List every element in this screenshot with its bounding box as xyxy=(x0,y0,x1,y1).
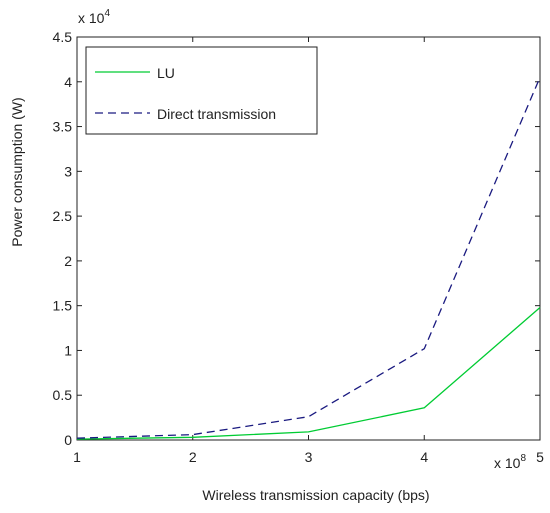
x-multiplier-base: x 10 xyxy=(494,455,521,471)
y-tick-label: 4 xyxy=(64,74,72,90)
x-exponent: 8 xyxy=(520,453,526,464)
y-tick-label: 0 xyxy=(64,432,72,448)
series-line-lu xyxy=(76,307,541,440)
y-multiplier: x 104 xyxy=(78,8,110,26)
y-tick-label: 2.5 xyxy=(53,208,73,224)
legend-label-direct: Direct transmission xyxy=(157,106,276,122)
y-axis-label: Power consumption (W) xyxy=(9,97,25,246)
y-exponent: 4 xyxy=(104,8,110,19)
ticks: 1 2 3 4 5 0 0.5 1 1.5 2 2.5 3 3.5 4 4.5 xyxy=(53,29,545,465)
x-tick-label: 3 xyxy=(305,449,313,465)
legend: LU Direct transmission xyxy=(85,46,318,135)
y-tick-label: 2 xyxy=(64,253,72,269)
y-tick-label: 1 xyxy=(64,342,72,358)
series-group xyxy=(76,77,541,440)
legend-label-lu: LU xyxy=(157,65,175,81)
y-tick-label: 4.5 xyxy=(53,29,73,45)
y-tick-label: 3 xyxy=(64,163,72,179)
x-axis-label: Wireless transmission capacity (bps) xyxy=(202,487,429,503)
x-tick-label: 4 xyxy=(420,449,428,465)
y-tick-label: 0.5 xyxy=(53,387,73,403)
x-tick-label: 5 xyxy=(536,449,544,465)
x-multiplier: x 108 xyxy=(494,453,526,471)
x-tick-label: 1 xyxy=(73,449,81,465)
y-tick-label: 3.5 xyxy=(53,119,73,135)
y-tick-label: 1.5 xyxy=(53,298,73,314)
x-tick-label: 2 xyxy=(189,449,197,465)
legend-box xyxy=(85,46,318,135)
y-multiplier-base: x 10 xyxy=(78,10,105,26)
